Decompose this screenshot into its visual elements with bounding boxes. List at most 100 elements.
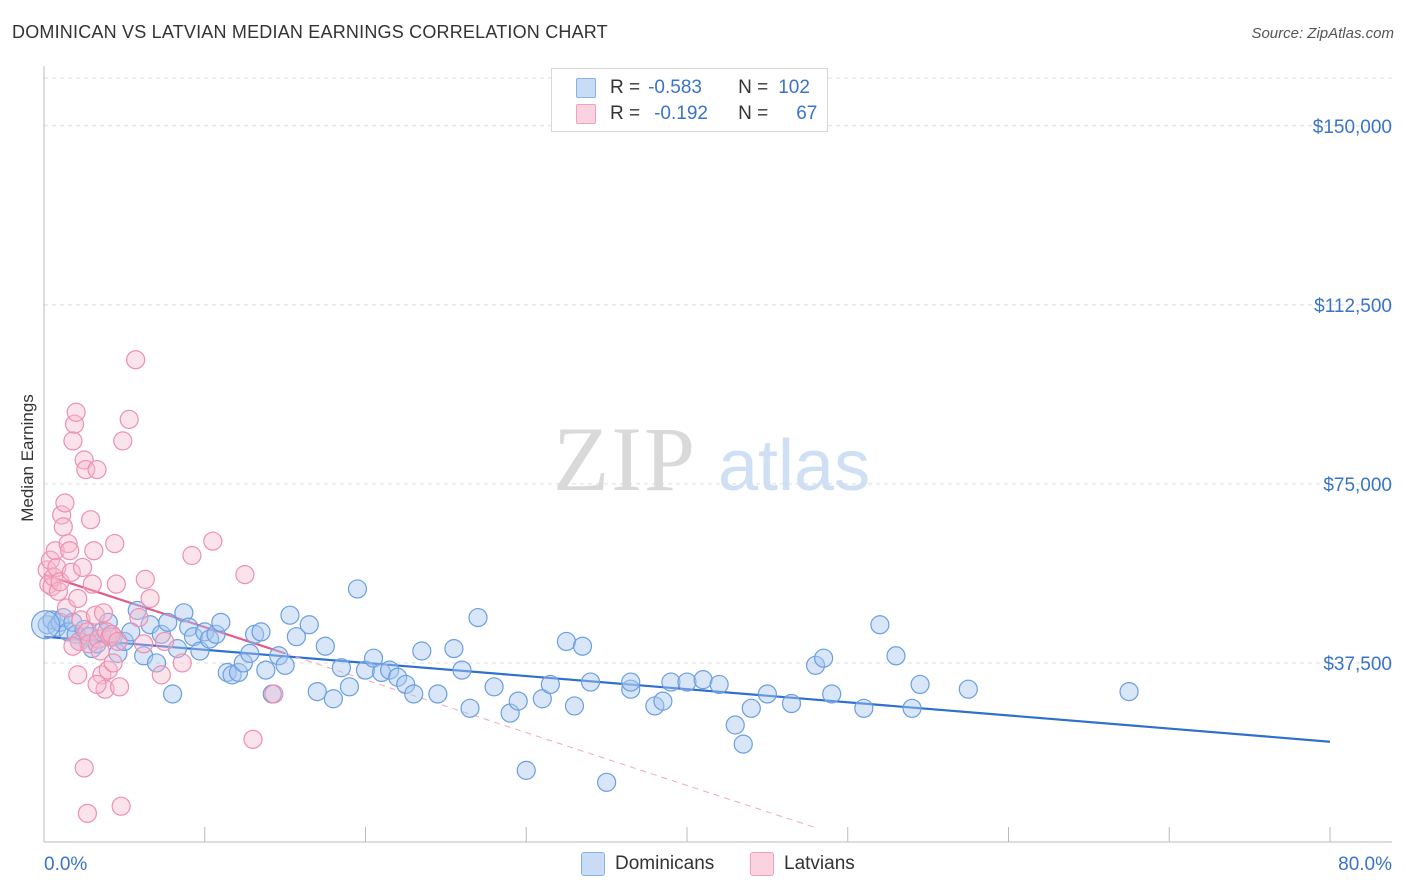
- latvians-point: [134, 634, 154, 654]
- latvians-point: [47, 557, 67, 578]
- latvians-point: [111, 796, 131, 816]
- dominicans-point: [452, 660, 472, 680]
- dominicans-point: [269, 646, 289, 666]
- dominicans-point: [597, 772, 617, 792]
- latvians-point: [77, 622, 98, 642]
- latvians-point: [140, 588, 160, 609]
- latvians-point: [58, 533, 78, 554]
- legend-r-label: R =: [610, 77, 641, 98]
- x-tick-label: 0.0%: [44, 854, 87, 875]
- dominicans-point: [741, 698, 761, 718]
- latvians-point: [126, 350, 146, 370]
- dominicans-point: [532, 689, 552, 709]
- dominicans-point: [286, 627, 306, 647]
- dominicans-point: [540, 674, 560, 695]
- dominicans-point: [781, 693, 802, 714]
- dominicans-point: [580, 672, 601, 692]
- dominicans-point: [661, 672, 681, 692]
- axes: [43, 66, 1392, 843]
- latvians-point: [40, 550, 61, 570]
- latvians-point: [72, 557, 93, 578]
- y-tick-labels: $37,500 $75,000 $112,500 $150,000: [1313, 117, 1392, 675]
- legend-n-value: 67: [796, 103, 818, 124]
- latvians-trend-extension: [284, 652, 816, 829]
- latvians-point: [119, 409, 139, 430]
- latvians-point: [203, 531, 223, 551]
- dominicans-point: [323, 689, 343, 709]
- legend-n-label: N =: [738, 103, 769, 124]
- latvians-point: [106, 574, 126, 594]
- dominicans-point: [347, 579, 368, 599]
- dominicans-point: [508, 691, 528, 711]
- watermark-zip: ZIP: [553, 408, 697, 510]
- latvians-point: [87, 674, 107, 695]
- correlation-legend: R = -0.583 N = 102 R = -0.192 N = 67: [551, 68, 828, 132]
- dominicans-point: [725, 715, 745, 735]
- dominicans-point: [183, 627, 204, 647]
- dominicans-point: [404, 684, 424, 704]
- latvians-point: [52, 505, 72, 525]
- dominicans-point: [484, 677, 504, 697]
- dominicans-point: [1119, 681, 1139, 702]
- dominicans-point: [621, 672, 641, 692]
- latvians-point: [87, 459, 107, 480]
- latvians-point: [81, 510, 101, 530]
- dominicans-point: [31, 610, 61, 640]
- latvians-point: [55, 493, 75, 513]
- latvians-point: [113, 431, 133, 451]
- latvians-point: [154, 631, 175, 652]
- x-tick-labels: 0.0% 80.0%: [44, 854, 1392, 875]
- dominicans-point: [805, 655, 826, 675]
- dominicans-point: [299, 615, 319, 635]
- latvians-point: [61, 562, 81, 582]
- legend-swatch-latvians: [750, 852, 774, 876]
- x-tick-label: 80.0%: [1338, 854, 1392, 875]
- latvians-point: [108, 631, 128, 652]
- dominicans-point: [211, 612, 231, 632]
- dominicans-point: [693, 670, 713, 690]
- legend-item-dominicans[interactable]: Dominicans: [581, 852, 714, 876]
- dominicans-point: [572, 636, 593, 656]
- dominicans-point: [814, 648, 834, 668]
- latvians-point: [53, 517, 73, 537]
- dominicans-point: [363, 648, 384, 668]
- legend-row-latvians: R = -0.192 N = 67: [552, 101, 817, 127]
- dominicans-point: [206, 624, 226, 644]
- latvians-point: [93, 603, 114, 623]
- dominicans-point: [280, 605, 300, 625]
- legend-n-value: 102: [778, 77, 810, 98]
- dominicans-point: [468, 607, 488, 628]
- latvians-point: [66, 402, 86, 422]
- legend-r-value: -0.192: [654, 103, 708, 124]
- dominicans-point: [958, 679, 978, 699]
- dominicans-point: [886, 646, 906, 666]
- dominicans-point: [228, 662, 249, 683]
- latvians-point: [235, 564, 255, 585]
- latvians-point: [74, 758, 94, 778]
- legend-swatch-latvians: [576, 104, 596, 124]
- latvians-point: [68, 665, 88, 685]
- dominicans-point: [315, 636, 335, 656]
- dominicans-point: [163, 684, 183, 704]
- latvians-point: [103, 653, 123, 673]
- dominicans-point: [516, 760, 536, 780]
- dominicans-point: [822, 684, 842, 704]
- y-tick-label: $150,000: [1313, 117, 1392, 138]
- dominicans-point: [307, 681, 327, 702]
- y-axis-label: Median Earnings: [18, 394, 37, 522]
- watermark: ZIP atlas: [553, 408, 870, 510]
- latvians-point: [85, 605, 106, 625]
- latvians-point: [243, 729, 263, 749]
- latvians-point: [172, 653, 192, 673]
- dominicans-points: [31, 579, 1139, 792]
- latvians-point: [76, 459, 96, 480]
- dominicans-point: [275, 655, 295, 675]
- latvians-point: [48, 581, 69, 601]
- trend-lines: [43, 573, 1331, 829]
- latvians-point: [64, 414, 85, 434]
- dominicans-point: [158, 612, 178, 632]
- legend-item-latvians[interactable]: Latvians: [750, 852, 855, 876]
- latvians-point: [63, 636, 83, 656]
- dominicans-point: [174, 603, 194, 623]
